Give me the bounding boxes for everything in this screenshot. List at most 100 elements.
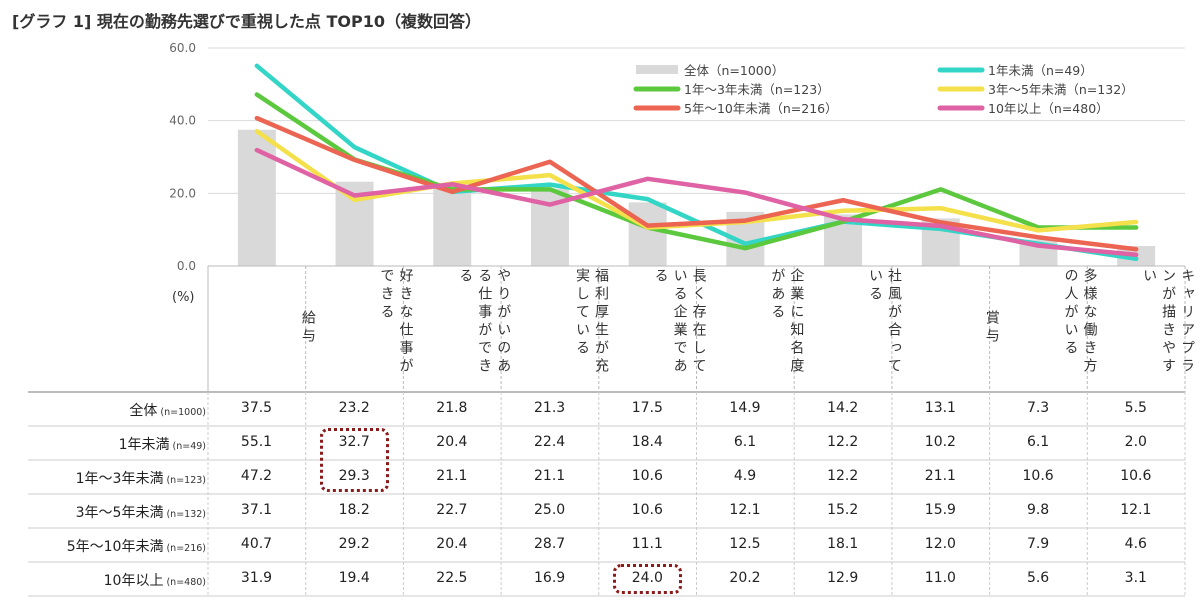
table-cell: 10.6 <box>1022 468 1054 484</box>
row-label-n: (n=132) <box>166 509 206 520</box>
table-cell: 24.0 <box>631 570 663 586</box>
y-axis-unit: (%) <box>172 290 195 305</box>
y-tick-label: 0.0 <box>177 259 196 273</box>
category-label: やりがいのある仕事ができる <box>392 268 512 388</box>
table-cell: 14.9 <box>729 400 761 416</box>
table-cell: 23.2 <box>338 400 370 416</box>
row-label-n: (n=49) <box>172 441 206 452</box>
legend-label: 1年未満（n=49） <box>988 63 1093 78</box>
table-cell: 7.9 <box>1026 536 1050 552</box>
table-cell: 4.6 <box>1124 536 1147 552</box>
table-cell: 15.9 <box>924 502 956 518</box>
table-cell: 12.5 <box>729 536 761 552</box>
table-cell: 12.9 <box>827 570 859 586</box>
line-series-10年以上 <box>254 147 1139 257</box>
category-label-text: 好きな仕事ができる <box>378 268 414 376</box>
table-cell: 18.1 <box>827 536 859 552</box>
table-cell: 22.4 <box>534 434 566 450</box>
table-cell: 32.7 <box>338 434 370 450</box>
highlight-box <box>319 428 390 492</box>
category-label-text: 企業に知名度がある <box>769 268 805 376</box>
table-cell: 31.9 <box>240 570 273 586</box>
table-cell: 55.1 <box>240 434 273 450</box>
table-cell: 20.4 <box>436 536 468 552</box>
table-cell: 12.2 <box>827 434 859 450</box>
row-label: 5年～10年未満 (n=216) <box>30 536 206 556</box>
table-cell: 28.7 <box>534 536 566 552</box>
table-cell: 5.6 <box>1026 570 1050 586</box>
table-cell: 21.3 <box>534 400 566 416</box>
table-cell: 10.6 <box>1120 468 1152 484</box>
category-label: 社風が合っている <box>783 268 903 388</box>
category-label: 賞与 <box>881 268 1001 388</box>
table-cell: 13.1 <box>924 400 956 416</box>
category-label: 給与 <box>197 268 317 388</box>
legend-swatch <box>636 65 678 74</box>
table-cell: 22.7 <box>436 502 468 518</box>
table-cell: 11.0 <box>924 570 956 586</box>
row-label: 全体 (n=1000) <box>30 400 206 420</box>
table-cell: 19.4 <box>338 570 370 586</box>
bar-全体 <box>628 202 667 266</box>
row-label-n: (n=480) <box>166 577 206 588</box>
table-cell: 20.2 <box>729 570 761 586</box>
chart-title: [グラフ 1] 現在の勤務先選びで重視した点 TOP10（複数回答） <box>12 12 481 31</box>
table-cell: 12.0 <box>924 536 956 552</box>
table-cell: 6.1 <box>733 434 757 450</box>
line-series-5年～10年未満 <box>254 115 1139 252</box>
table-cell: 10.6 <box>631 468 663 484</box>
table-cell: 25.0 <box>534 502 566 518</box>
category-label: 福利厚生が充実している <box>490 268 610 388</box>
category-label-text: 長く存在している企業である <box>652 268 707 376</box>
table-cell: 2.0 <box>1124 434 1147 450</box>
table-cell: 12.2 <box>827 468 859 484</box>
table-cell: 47.2 <box>240 468 273 484</box>
table-cell: 17.5 <box>631 400 663 416</box>
category-label: 多様な働き方の人がいる <box>978 268 1098 388</box>
table-cell: 4.9 <box>733 468 757 484</box>
row-label: 1年未満 (n=49) <box>30 434 206 454</box>
table-cell: 20.4 <box>436 434 468 450</box>
category-label-text: 給与 <box>299 310 316 346</box>
table-cell: 10.6 <box>631 502 663 518</box>
y-tick-label: 60.0 <box>169 41 196 55</box>
table-cell: 12.1 <box>729 502 761 518</box>
legend-label: 5年～10年未満（n=216） <box>684 101 838 116</box>
table-cell: 21.8 <box>436 400 468 416</box>
table-cell: 21.1 <box>436 468 468 484</box>
table-cell: 14.2 <box>827 400 859 416</box>
table-cell: 10.2 <box>924 434 956 450</box>
category-label-text: 賞与 <box>983 310 1000 346</box>
category-label-text: 社風が合っている <box>867 268 903 376</box>
table-cell: 29.2 <box>338 536 370 552</box>
row-label-name: 3年～5年未満 <box>75 505 164 521</box>
legend-label: 3年～5年未満（n=132） <box>988 82 1134 97</box>
row-label-name: 5年～10年未満 <box>66 539 164 555</box>
legend-label: 10年以上（n=480） <box>988 101 1109 116</box>
table-cell: 21.1 <box>924 468 956 484</box>
table-cell: 29.3 <box>338 468 370 484</box>
row-label-name: 全体 <box>129 403 158 419</box>
table-cell: 11.1 <box>631 536 663 552</box>
category-label: キャリアプランが描きやすい <box>1076 268 1196 388</box>
category-label: 好きな仕事ができる <box>295 268 415 388</box>
category-label-text: 多様な働き方の人がいる <box>1062 268 1098 376</box>
table-cell: 37.1 <box>240 502 273 518</box>
y-tick-label: 20.0 <box>169 186 196 200</box>
table-cell: 22.5 <box>436 570 468 586</box>
row-label-name: 1年未満 <box>118 437 170 453</box>
row-label-n: (n=123) <box>166 475 206 486</box>
row-label-n: (n=1000) <box>160 407 206 418</box>
table-cell: 9.8 <box>1026 502 1050 518</box>
row-label: 10年以上 (n=480) <box>30 570 206 590</box>
table-cell: 12.1 <box>1120 502 1152 518</box>
table-cell: 40.7 <box>240 536 273 552</box>
category-label: 長く存在している企業である <box>588 268 708 388</box>
table-cell: 18.2 <box>338 502 370 518</box>
table-cell: 15.2 <box>827 502 859 518</box>
category-label-text: キャリアプランが描きやすい <box>1141 268 1196 376</box>
table-cell: 37.5 <box>240 400 273 416</box>
legend-label: 1年～3年未満（n=123） <box>684 82 830 97</box>
table-cell: 21.1 <box>534 468 566 484</box>
